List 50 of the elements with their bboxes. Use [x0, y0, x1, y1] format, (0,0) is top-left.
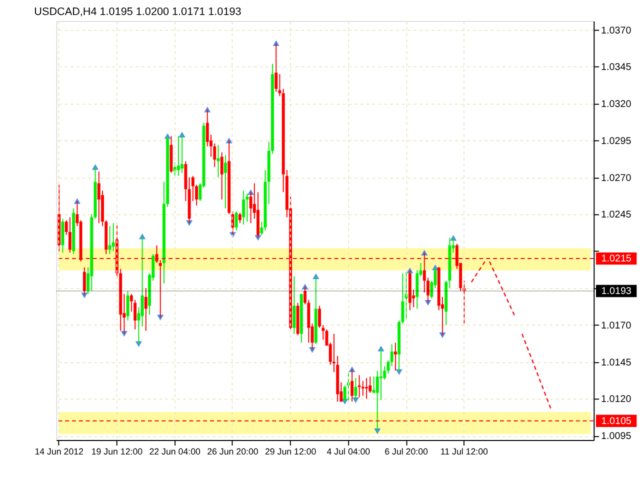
x-tick-label: 19 Jun 12:00: [91, 446, 143, 456]
candlestick: [61, 218, 64, 254]
candlestick: [140, 236, 144, 327]
candlestick: [126, 290, 130, 322]
candlestick: [220, 152, 224, 200]
candlestick: [82, 266, 86, 296]
y-tick-label: 1.0295: [601, 136, 632, 147]
ref-line-label: 1.0215: [601, 254, 632, 265]
candlestick: [68, 216, 72, 254]
chart-title: USDCAD,H4 1.0195 1.0200 1.0171 1.0193: [34, 6, 242, 18]
candlestick: [180, 134, 184, 174]
candlestick: [390, 344, 394, 367]
y-tick-label: 1.0170: [601, 320, 632, 332]
x-tick-label: 14 Jun 2012: [34, 446, 84, 456]
candlestick: [112, 222, 115, 252]
y-tick-label: 1.0320: [601, 99, 632, 110]
candlestick: [176, 136, 180, 176]
ref-line-label: 1.0193: [601, 286, 632, 297]
y-tick-label: 1.0095: [601, 431, 632, 442]
candlestick: [354, 378, 358, 401]
x-tick-label: 26 Jun 20:00: [207, 446, 258, 456]
candlestick: [234, 210, 238, 231]
y-tick-label: 1.0120: [601, 394, 632, 406]
x-tick-label: 22 Jun 04:00: [149, 446, 201, 456]
y-tick-label: 1.0145: [601, 357, 632, 368]
x-tick-label: 6 Jul 20:00: [384, 446, 428, 456]
candlestick: [380, 348, 382, 401]
y-tick-label: 1.0245: [601, 210, 632, 221]
candlestick: [350, 368, 354, 402]
candlestick: [274, 42, 278, 92]
candlestick: [158, 260, 162, 318]
candlestick: [394, 342, 397, 372]
candlestick: [416, 270, 419, 310]
x-tick-label: 4 Jul 04:00: [326, 446, 370, 456]
ref-line-label: 1.0105: [601, 416, 632, 427]
candlestick: [242, 190, 246, 226]
x-tick-label: 11 Jul 12:00: [440, 446, 488, 456]
candlestick: [246, 193, 249, 222]
candlestick: [365, 378, 368, 400]
y-tick-label: 1.0370: [601, 25, 632, 36]
y-tick-label: 1.0270: [601, 172, 632, 184]
candlestick: [260, 221, 264, 236]
candlestick: [224, 154, 227, 209]
candlestick: [97, 170, 100, 224]
x-tick-label: 29 Jun 12:00: [264, 446, 316, 456]
candlestick: [358, 374, 361, 398]
candlestick: [144, 288, 148, 332]
candlestick: [292, 276, 296, 334]
candlestick: [238, 212, 242, 224]
y-tick-label: 1.0345: [601, 62, 632, 74]
